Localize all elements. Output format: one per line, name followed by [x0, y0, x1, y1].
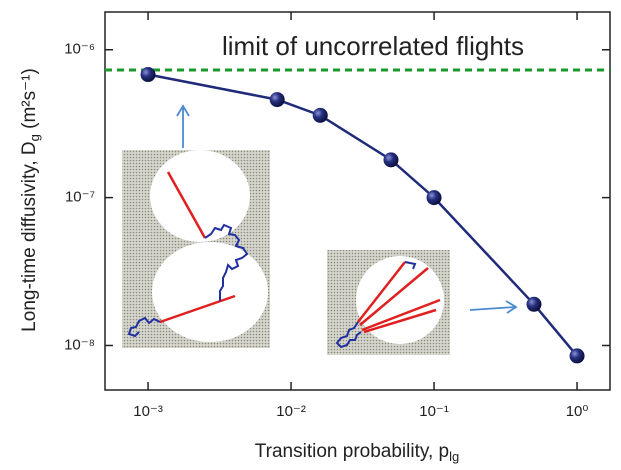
- arrow: [469, 300, 518, 314]
- data-point: [269, 92, 285, 108]
- arrow: [176, 104, 190, 148]
- data-point: [526, 296, 542, 312]
- y-tick-label: 10⁻⁸: [64, 336, 95, 353]
- y-axis-label-text: Long-time diffusivity, D: [19, 141, 40, 331]
- data-point: [426, 190, 442, 206]
- inset-pore: [152, 242, 268, 342]
- data-point: [140, 67, 156, 83]
- data-point: [383, 152, 399, 168]
- random-walk: [127, 223, 249, 338]
- x-axis-label-sub: lg: [449, 449, 459, 464]
- insets: [122, 104, 518, 355]
- x-tick-label: 10⁻¹: [419, 403, 449, 420]
- flight: [357, 261, 441, 334]
- flight: [166, 171, 207, 239]
- flight: [159, 294, 236, 324]
- y-axis-label-units: (m²s⁻¹): [19, 68, 40, 134]
- annotation: limit of uncorrelated flights: [222, 31, 524, 61]
- x-tick-label: 10⁻²: [276, 403, 306, 420]
- x-tick-label: 10⁰: [566, 403, 589, 420]
- y-axis-label-sub: g: [27, 134, 42, 141]
- data-point: [312, 107, 328, 123]
- x-tick-label: 10⁻³: [133, 403, 163, 420]
- x-axis-label: Transition probability, plg: [255, 441, 459, 464]
- random-walk: [335, 261, 417, 349]
- inset-pore: [150, 150, 250, 242]
- y-tick-label: 10⁻⁶: [64, 41, 95, 58]
- y-axis-label: Long-time diffusivity, Dg (m²s⁻¹): [19, 68, 42, 332]
- plot-frame: [104, 11, 611, 391]
- y-tick-label: 10⁻⁷: [65, 189, 95, 206]
- inset-pore: [356, 256, 444, 344]
- x-axis-label-text: Transition probability, p: [255, 441, 449, 462]
- data-point: [569, 348, 585, 364]
